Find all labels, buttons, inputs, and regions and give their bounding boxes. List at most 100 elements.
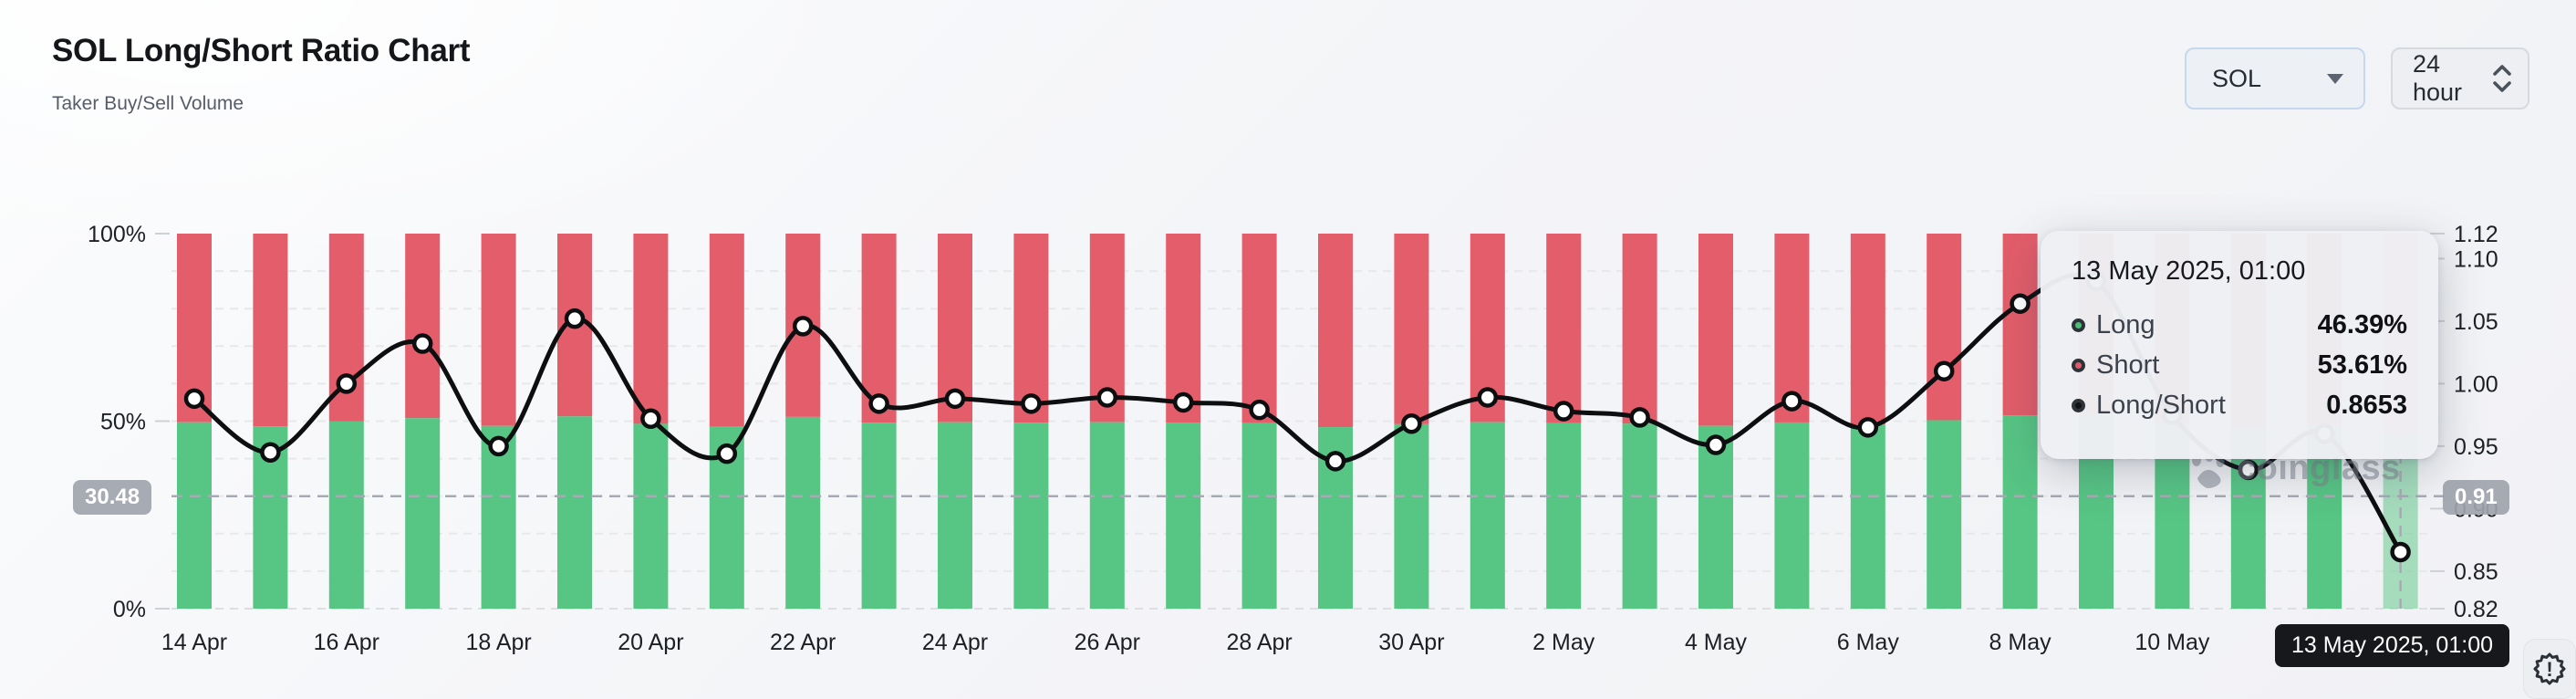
x-axis-tick: 20 Apr xyxy=(618,630,683,655)
crosshair-right-badge: 0.91 xyxy=(2443,480,2509,515)
short-bar xyxy=(253,234,288,427)
data-point-marker xyxy=(1705,434,1727,455)
data-point-marker xyxy=(488,435,509,457)
data-point-marker xyxy=(183,388,205,410)
short-dot-icon xyxy=(2072,359,2085,372)
long-short-dot-icon xyxy=(2072,399,2085,412)
seal-exclamation-icon: ! xyxy=(2533,652,2566,685)
short-bar xyxy=(1546,234,1582,423)
symbol-select-value: SOL xyxy=(2212,64,2262,92)
long-bar xyxy=(1622,423,1657,609)
data-point-marker xyxy=(2238,459,2259,481)
long-bar xyxy=(1394,423,1429,609)
x-axis-tick: 6 May xyxy=(1837,630,1900,655)
data-point-marker xyxy=(1021,393,1042,414)
tooltip-row-long: Long 46.39% xyxy=(2072,310,2407,340)
short-bar xyxy=(1241,234,1277,423)
long-bar xyxy=(2383,434,2418,609)
right-axis-tick: 1.12 xyxy=(2454,222,2498,247)
data-point-marker xyxy=(1249,399,1270,421)
long-bar xyxy=(1013,423,1049,609)
chart-settings-button[interactable]: ! xyxy=(2523,639,2576,699)
short-bar xyxy=(481,234,516,426)
long-bar xyxy=(177,422,212,609)
x-axis-tick: 10 May xyxy=(2135,630,2209,655)
short-bar xyxy=(1013,234,1049,423)
interval-select[interactable]: 24 hour xyxy=(2391,47,2529,110)
long-bar xyxy=(405,418,441,609)
data-point-marker xyxy=(1857,417,1879,438)
long-bar xyxy=(328,421,364,609)
data-point-marker xyxy=(1629,407,1650,428)
long-bar xyxy=(785,416,821,609)
tooltip-label: Long/Short xyxy=(2096,391,2226,420)
interval-select-value: 24 hour xyxy=(2413,50,2463,106)
data-point-marker xyxy=(336,373,358,394)
data-point-marker xyxy=(1553,401,1574,422)
tooltip-row-short: Short 53.61% xyxy=(2072,350,2407,381)
short-bar xyxy=(1622,234,1657,424)
long-bar xyxy=(557,416,592,609)
long-bar xyxy=(1774,422,1810,609)
crosshair-date-tooltip: 13 May 2025, 01:00 xyxy=(2275,624,2509,667)
long-bar xyxy=(1470,422,1505,609)
x-axis-tick: 26 Apr xyxy=(1075,630,1140,655)
data-point-marker xyxy=(1401,412,1422,434)
data-point-marker xyxy=(1324,451,1346,472)
left-axis-tick: 50% xyxy=(100,410,146,435)
data-point-marker xyxy=(792,316,814,337)
data-point-marker xyxy=(1781,391,1802,412)
short-bar xyxy=(1394,234,1429,424)
data-point-marker xyxy=(716,443,738,464)
chevron-up-down-icon xyxy=(2491,63,2513,94)
tooltip-value: 53.61% xyxy=(2317,350,2407,380)
short-bar xyxy=(2002,234,2038,416)
data-point-marker xyxy=(1477,387,1499,408)
x-axis-tick: 2 May xyxy=(1532,630,1595,655)
svg-text:!: ! xyxy=(2546,658,2552,681)
long-bar xyxy=(1241,423,1277,609)
short-bar xyxy=(405,234,441,419)
x-axis-tick: 16 Apr xyxy=(314,630,379,655)
x-axis-tick: 24 Apr xyxy=(922,630,988,655)
right-axis-tick: 1.05 xyxy=(2454,309,2498,335)
right-axis-tick: 0.82 xyxy=(2454,597,2498,622)
data-point-marker xyxy=(640,408,661,430)
data-point-marker xyxy=(260,442,281,463)
long-bar xyxy=(861,423,897,609)
left-axis-tick: 0% xyxy=(113,597,146,622)
short-bar xyxy=(1698,234,1733,426)
long-bar xyxy=(633,423,669,609)
left-axis-tick: 100% xyxy=(88,222,146,247)
page-title: SOL Long/Short Ratio Chart xyxy=(52,33,471,68)
data-point-marker xyxy=(1933,360,1955,381)
tooltip-label: Long xyxy=(2096,310,2155,339)
short-bar xyxy=(1927,234,1962,421)
long-bar xyxy=(1927,420,1962,609)
short-bar xyxy=(1166,234,1201,423)
data-point-marker xyxy=(1172,391,1194,413)
caret-down-icon xyxy=(2327,73,2343,84)
tooltip-label: Short xyxy=(2096,350,2160,380)
short-bar xyxy=(1850,234,1885,425)
tooltip-value: 0.8653 xyxy=(2326,391,2407,420)
long-bar xyxy=(1546,423,1582,609)
right-axis-tick: 1.00 xyxy=(2454,371,2498,397)
chart-tooltip: 13 May 2025, 01:00 Long 46.39% Short 53.… xyxy=(2041,231,2438,459)
symbol-select[interactable]: SOL xyxy=(2185,47,2365,110)
data-point-marker xyxy=(1096,387,1118,408)
short-bar xyxy=(1318,234,1353,428)
x-axis-tick: 30 Apr xyxy=(1378,630,1444,655)
tooltip-row-ratio: Long/Short 0.8653 xyxy=(2072,391,2407,421)
data-point-marker xyxy=(2390,541,2411,563)
short-bar xyxy=(633,234,669,424)
gridlines xyxy=(171,270,2428,610)
data-point-marker xyxy=(944,388,966,410)
page-subtitle: Taker Buy/Sell Volume xyxy=(52,93,244,114)
right-axis-tick: 0.95 xyxy=(2454,434,2498,460)
tooltip-value: 46.39% xyxy=(2317,310,2407,339)
x-axis-tick: 22 Apr xyxy=(770,630,836,655)
data-point-marker xyxy=(868,393,889,414)
x-axis-tick: 4 May xyxy=(1685,630,1748,655)
